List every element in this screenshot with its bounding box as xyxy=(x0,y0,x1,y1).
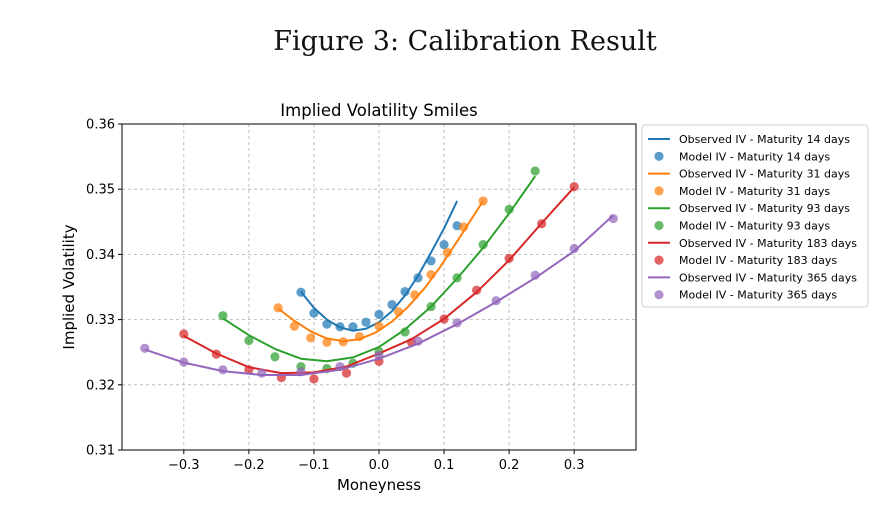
model-iv-point xyxy=(374,309,384,319)
model-iv-point xyxy=(439,314,449,324)
legend-entry-observed: Observed IV - Maturity 31 days xyxy=(679,168,850,181)
x-axis-label: Moneyness xyxy=(337,476,421,494)
model-iv-point xyxy=(452,273,462,283)
y-tick-label: 0.33 xyxy=(86,313,115,328)
legend-entry-model: Model IV - Maturity 14 days xyxy=(679,150,830,163)
model-iv-point xyxy=(361,317,371,327)
model-iv-point xyxy=(471,285,482,295)
model-iv-point xyxy=(335,361,345,372)
observed-iv-line xyxy=(277,200,484,343)
legend-entry-observed: Observed IV - Maturity 14 days xyxy=(679,133,850,146)
model-iv-point xyxy=(413,273,423,283)
model-iv-point xyxy=(426,256,436,266)
legend-entry-model: Model IV - Maturity 31 days xyxy=(679,185,830,198)
y-axis: 0.31 0.32 0.33 0.34 0.35 0.36 xyxy=(86,118,122,459)
model-iv-point xyxy=(530,270,540,280)
model-iv-point xyxy=(491,296,501,306)
y-tick-label: 0.31 xyxy=(86,444,115,459)
figure-caption: Figure 3: Calibration Result xyxy=(273,26,657,57)
model-iv-point xyxy=(244,335,254,346)
model-iv-point xyxy=(413,336,423,346)
model-iv-point xyxy=(306,333,316,343)
model-iv-point xyxy=(410,290,420,300)
model-iv-point xyxy=(270,352,280,362)
model-iv-point xyxy=(426,301,436,312)
model-iv-point xyxy=(140,343,150,353)
y-tick-label: 0.34 xyxy=(86,248,115,263)
model-iv-point xyxy=(218,311,228,321)
model-iv-point xyxy=(179,329,189,339)
legend-entry-model: Model IV - Maturity 93 days xyxy=(679,220,830,233)
legend: Observed IV - Maturity 14 days Model IV -… xyxy=(641,124,869,308)
model-iv-point xyxy=(374,321,384,331)
model-iv-point xyxy=(478,196,488,206)
x-axis: −0.3 −0.2 −0.1 0.0 0.1 0.2 0.3 xyxy=(168,450,585,473)
x-tick-label: −0.1 xyxy=(298,458,330,473)
model-iv-point xyxy=(218,365,228,375)
model-iv-point xyxy=(335,322,345,332)
model-iv-point xyxy=(354,331,365,342)
series-layer xyxy=(140,166,618,384)
model-iv-point xyxy=(504,204,514,215)
legend-entry-model: Model IV - Maturity 365 days xyxy=(679,289,837,302)
model-iv-point xyxy=(322,319,332,329)
model-iv-point xyxy=(426,270,436,280)
y-axis-label: Implied Volatility xyxy=(60,224,78,349)
chart-title: Implied Volatility Smiles xyxy=(280,101,477,120)
legend-marker-swatch xyxy=(654,255,664,265)
model-iv-point xyxy=(387,300,397,310)
model-iv-point xyxy=(309,374,319,384)
model-iv-point xyxy=(211,349,221,359)
legend-frame xyxy=(641,124,869,308)
model-iv-point xyxy=(504,253,514,263)
x-tick-label: 0.2 xyxy=(499,458,520,473)
model-iv-point xyxy=(257,368,267,378)
model-iv-point xyxy=(309,308,319,318)
model-iv-point xyxy=(400,327,410,337)
legend-marker-swatch xyxy=(654,151,664,161)
model-iv-point xyxy=(608,213,618,224)
legend-entry-observed: Observed IV - Maturity 93 days xyxy=(679,202,850,215)
x-tick-label: 0.0 xyxy=(369,458,390,473)
legend-entry-observed: Observed IV - Maturity 365 days xyxy=(679,271,857,284)
model-iv-point xyxy=(569,181,579,192)
model-iv-point xyxy=(569,243,579,254)
legend-entry-observed: Observed IV - Maturity 183 days xyxy=(679,237,857,250)
x-tick-label: −0.3 xyxy=(168,458,200,473)
model-iv-point xyxy=(348,322,358,332)
model-iv-point xyxy=(452,318,462,328)
model-iv-point xyxy=(296,287,306,297)
legend-marker-swatch xyxy=(654,290,664,300)
legend-entry-model: Model IV - Maturity 183 days xyxy=(679,254,837,267)
model-iv-point xyxy=(374,350,384,361)
model-iv-point xyxy=(400,286,410,297)
y-tick-label: 0.36 xyxy=(86,118,115,133)
model-iv-point xyxy=(179,357,189,367)
model-iv-point xyxy=(458,222,469,232)
model-iv-point xyxy=(442,247,452,258)
model-iv-point xyxy=(393,307,404,317)
model-iv-point xyxy=(478,240,488,250)
model-iv-point xyxy=(439,240,449,250)
series-group xyxy=(140,213,618,378)
grid xyxy=(122,123,636,451)
x-tick-label: −0.2 xyxy=(233,458,265,473)
x-tick-label: 0.3 xyxy=(564,458,585,473)
y-tick-label: 0.35 xyxy=(86,183,115,198)
x-tick-label: 0.1 xyxy=(434,458,455,473)
legend-marker-swatch xyxy=(654,220,664,231)
y-tick-label: 0.32 xyxy=(86,378,115,393)
model-iv-point xyxy=(537,219,547,229)
model-iv-point xyxy=(296,367,306,377)
model-iv-point xyxy=(273,303,283,313)
model-iv-point xyxy=(341,368,352,378)
model-iv-point xyxy=(322,337,332,348)
series-group xyxy=(273,196,488,348)
model-iv-point xyxy=(244,365,254,375)
model-iv-point xyxy=(289,321,300,331)
model-iv-point xyxy=(530,166,540,176)
model-iv-point xyxy=(338,337,348,347)
legend-marker-swatch xyxy=(654,186,664,196)
